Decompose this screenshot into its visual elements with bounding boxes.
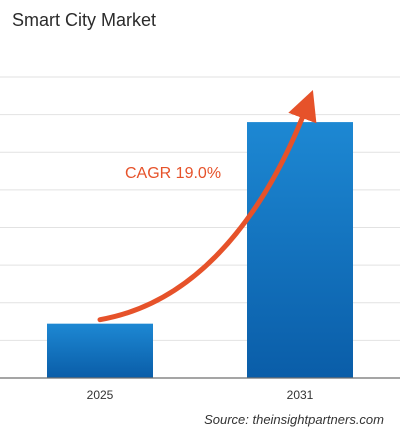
chart-title: Smart City Market — [12, 10, 157, 30]
x-tick-labels: 2025 2031 — [87, 388, 314, 402]
x-tick-label: 2031 — [287, 388, 314, 402]
bar-2025 — [47, 323, 153, 378]
bar-2031 — [247, 122, 353, 378]
cagr-arrow — [97, 89, 317, 323]
source-credit: Source: theinsightpartners.com — [204, 412, 384, 427]
bars — [47, 122, 353, 378]
cagr-label: CAGR 19.0% — [125, 165, 221, 182]
x-tick-label: 2025 — [87, 388, 114, 402]
